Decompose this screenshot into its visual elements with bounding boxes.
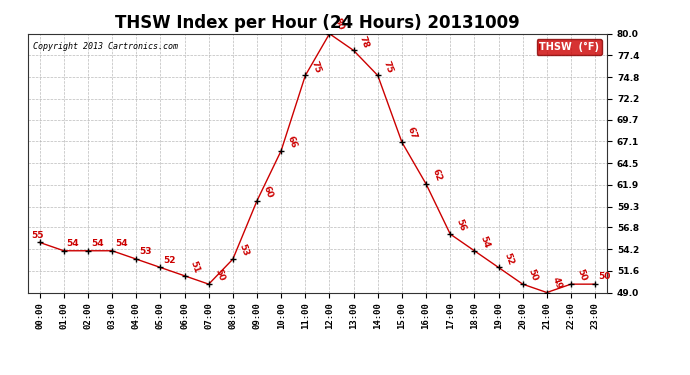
Text: 49: 49 bbox=[551, 276, 564, 291]
Legend: THSW  (°F): THSW (°F) bbox=[537, 39, 602, 54]
Text: 51: 51 bbox=[189, 260, 201, 274]
Text: 50: 50 bbox=[213, 268, 226, 283]
Text: 52: 52 bbox=[503, 251, 515, 266]
Text: 54: 54 bbox=[115, 239, 128, 248]
Text: 67: 67 bbox=[406, 126, 419, 141]
Text: 50: 50 bbox=[527, 268, 540, 283]
Text: 53: 53 bbox=[139, 248, 152, 256]
Text: 66: 66 bbox=[286, 134, 298, 149]
Text: 54: 54 bbox=[91, 239, 103, 248]
Text: 54: 54 bbox=[479, 234, 491, 249]
Text: 60: 60 bbox=[262, 184, 274, 199]
Text: 56: 56 bbox=[455, 218, 467, 232]
Text: 53: 53 bbox=[237, 243, 250, 258]
Text: 75: 75 bbox=[382, 59, 395, 74]
Text: 62: 62 bbox=[431, 168, 443, 183]
Text: 54: 54 bbox=[67, 239, 79, 248]
Text: 52: 52 bbox=[164, 256, 176, 265]
Text: 50: 50 bbox=[575, 268, 588, 283]
Text: 80: 80 bbox=[333, 16, 345, 31]
Text: 78: 78 bbox=[358, 34, 371, 49]
Title: THSW Index per Hour (24 Hours) 20131009: THSW Index per Hour (24 Hours) 20131009 bbox=[115, 14, 520, 32]
Text: Copyright 2013 Cartronics.com: Copyright 2013 Cartronics.com bbox=[33, 42, 179, 51]
Text: 50: 50 bbox=[598, 272, 610, 281]
Text: 55: 55 bbox=[31, 231, 44, 240]
Text: 75: 75 bbox=[310, 59, 322, 74]
